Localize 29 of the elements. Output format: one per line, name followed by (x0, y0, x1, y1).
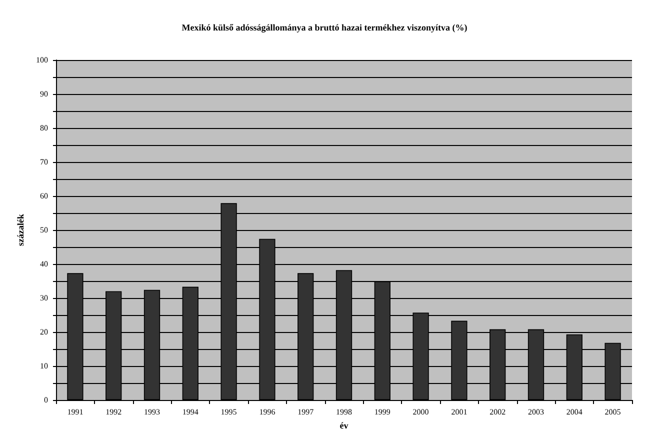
x-tick-label: 2002 (490, 408, 506, 416)
x-tick-label: 2004 (566, 408, 582, 416)
y-tick-label: 10 (40, 362, 48, 370)
x-tick-label: 1998 (336, 408, 352, 416)
y-tick-label: 60 (40, 192, 48, 200)
chart-title: Mexikó külső adósságállománya a bruttó hazai termékhez viszonyítva (%) (182, 22, 468, 32)
y-tick-label: 50 (40, 226, 48, 234)
y-tick-label: 40 (40, 260, 48, 268)
x-tick-label: 2001 (451, 408, 468, 416)
x-tick-label: 2000 (412, 408, 429, 416)
x-axis-title: év (340, 420, 349, 430)
y-tick-label: 100 (36, 56, 48, 64)
x-tick-label: 1994 (182, 408, 198, 416)
x-tick-label: 1995 (220, 408, 237, 416)
x-tick-label: 2003 (528, 408, 544, 416)
y-tick-label: 70 (40, 158, 48, 166)
y-tick-label: 90 (40, 90, 48, 98)
x-tick-label: 1991 (67, 408, 84, 416)
y-axis-title: százalék (16, 214, 26, 246)
x-tick-label: 1996 (259, 408, 276, 416)
x-tick-label: 1999 (374, 408, 390, 416)
y-tick-label: 20 (40, 328, 48, 336)
y-tick-label: 30 (40, 294, 48, 302)
x-tick-label: 1997 (298, 408, 314, 416)
x-tick-label: 2005 (604, 408, 621, 416)
y-tick-label: 0 (44, 396, 48, 404)
y-tick-label: 80 (40, 124, 48, 132)
x-tick-label: 1992 (106, 408, 122, 416)
x-tick-label: 1993 (144, 408, 160, 416)
